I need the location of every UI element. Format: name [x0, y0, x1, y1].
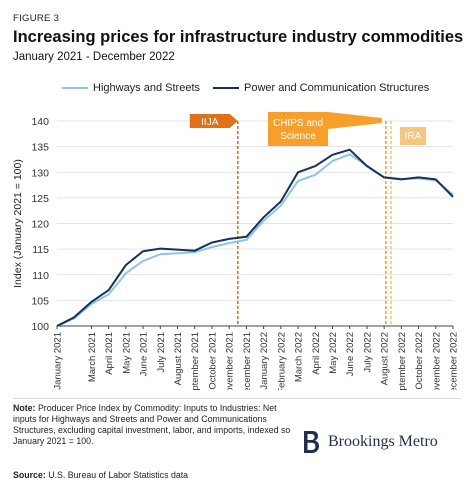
- legend-swatch-power: [213, 87, 239, 89]
- x-tick-label: November 2022: [431, 332, 442, 390]
- note-text: Producer Price Index by Commodity: Input…: [13, 403, 291, 446]
- legend-label-power: Power and Communication Structures: [244, 82, 430, 94]
- y-tick-label: 135: [31, 142, 49, 154]
- x-tick-label: April 2022: [311, 332, 322, 375]
- annotation-box-iija: [189, 114, 238, 128]
- legend-label-highways: Highways and Streets: [93, 82, 200, 94]
- source-text: U.S. Bureau of Labor Statistics data: [48, 470, 189, 480]
- y-tick-label: 110: [32, 270, 49, 282]
- x-tick-label: August 2022: [380, 332, 391, 385]
- chart-title: Increasing prices for infrastructure ind…: [13, 28, 464, 46]
- y-axis-title: Index (January 2021 = 100): [12, 159, 24, 288]
- annotation-label-chips-line1: CHIPS and: [273, 118, 323, 129]
- x-tick-label: July 2021: [156, 332, 167, 373]
- annotation-label-ira: IRA: [405, 131, 422, 142]
- note-label: Note:: [13, 403, 36, 413]
- legend-item-highways: Highways and Streets: [62, 82, 200, 94]
- x-tick-label: June 2022: [345, 332, 356, 376]
- annotation-label-chips-line2: Science: [280, 131, 316, 142]
- brookings-logo: Brookings Metro: [302, 430, 438, 454]
- chart-source: Source: U.S. Bureau of Labor Statistics …: [13, 470, 298, 481]
- x-tick-label: April 2021: [104, 332, 115, 375]
- y-tick-label: 115: [32, 244, 49, 256]
- x-tick-label: January 2021: [53, 332, 64, 390]
- series-line-power: [56, 148, 454, 327]
- x-tick-label: July 2022: [362, 332, 373, 373]
- logo-text: Brookings Metro: [328, 433, 438, 450]
- y-tick-label: 120: [31, 219, 49, 231]
- y-tick-label: 125: [31, 193, 49, 205]
- x-tick-label: December 2022: [449, 332, 460, 390]
- y-tick-label: 140: [31, 116, 49, 128]
- source-label: Source:: [13, 470, 46, 480]
- x-tick-label: January 2022: [259, 332, 270, 390]
- annotation-label-iija: IIJA: [201, 117, 219, 128]
- brookings-b-icon: [304, 431, 319, 453]
- annotation-box-ira: [392, 121, 427, 145]
- chart-note: Note: Producer Price Index by Commodity:…: [13, 403, 298, 447]
- x-tick-label: February 2022: [276, 332, 287, 390]
- x-tick-label: October 2022: [414, 332, 425, 390]
- x-tick-label: August 2021: [173, 332, 184, 385]
- figure-label: FIGURE 3: [13, 13, 60, 24]
- y-tick-label: 130: [31, 167, 49, 179]
- chart-subtitle: January 2021 - December 2022: [13, 51, 175, 63]
- x-tick-label: May 2021: [121, 332, 132, 374]
- x-tick-label: October 2021: [207, 332, 218, 390]
- y-tick-label: 105: [31, 295, 49, 307]
- legend-item-power: Power and Communication Structures: [213, 82, 429, 94]
- x-tick-label: September 2022: [397, 332, 408, 390]
- x-tick-label: December 2021: [242, 332, 253, 390]
- annotation-box-chips: [268, 112, 382, 146]
- footer-divider: [13, 398, 461, 399]
- x-tick-label: March 2021: [87, 332, 98, 382]
- x-tick-label: June 2021: [139, 332, 150, 376]
- y-tick-label: 100: [31, 321, 49, 333]
- x-tick-label: September 2021: [190, 332, 201, 390]
- line-chart: 100 105 110 115 120 125 130 135 140 Index (Januar…: [12, 112, 460, 390]
- x-tick-label: May 2022: [328, 332, 339, 374]
- x-tick-label: March 2022: [294, 332, 305, 382]
- legend-swatch-highways: [62, 87, 88, 89]
- x-tick-label: November 2021: [225, 332, 236, 390]
